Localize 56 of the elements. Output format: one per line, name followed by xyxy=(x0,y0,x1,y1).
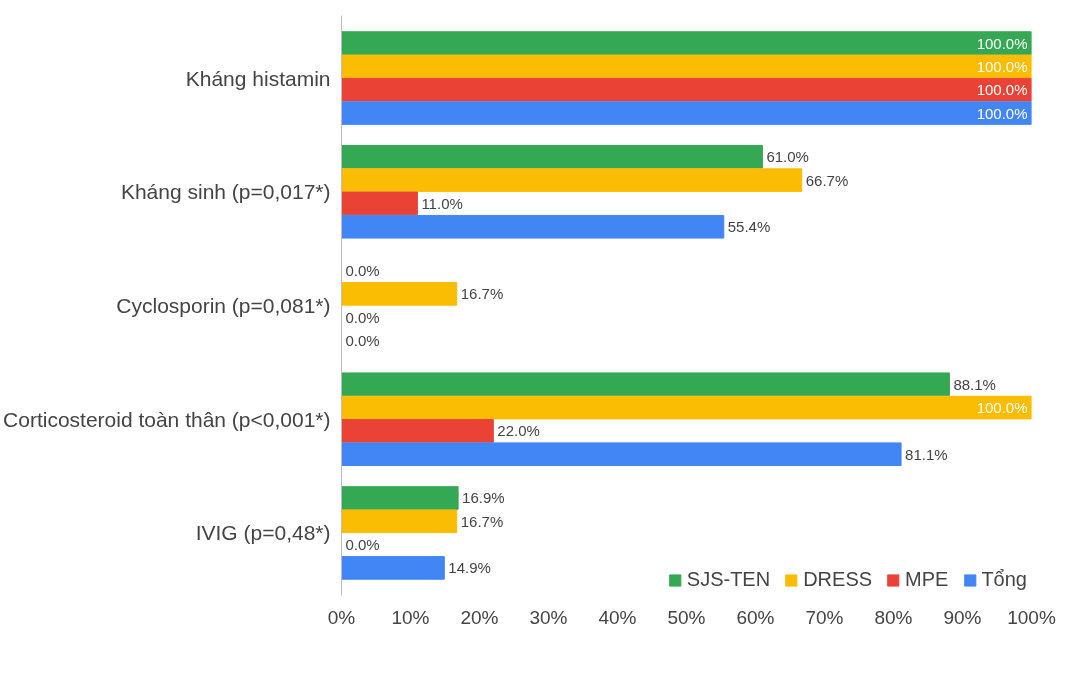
legend-label: Tổng xyxy=(981,568,1027,591)
data-label: 61.0% xyxy=(766,148,809,166)
y-tick-label: Kháng histamin xyxy=(185,66,331,90)
bar xyxy=(341,395,1032,420)
legend-label: MPE xyxy=(905,568,949,591)
bar xyxy=(341,31,1032,55)
data-label: 14.9% xyxy=(448,559,491,577)
x-tick-label: 40% xyxy=(598,606,637,628)
data-label: 0.0% xyxy=(345,262,380,280)
data-label: 100.0% xyxy=(976,34,1028,52)
legend-label: DRESS xyxy=(803,568,873,591)
bar xyxy=(341,214,725,239)
data-label: 81.1% xyxy=(905,445,948,463)
bar xyxy=(341,54,1032,79)
data-label: 0.0% xyxy=(345,331,380,349)
x-tick-label: 100% xyxy=(1007,606,1056,628)
bar xyxy=(341,442,902,466)
bar xyxy=(341,145,763,169)
data-label: 100.0% xyxy=(976,399,1028,417)
bar xyxy=(341,509,458,534)
bar xyxy=(341,486,459,510)
data-label: 66.7% xyxy=(805,171,849,189)
bar xyxy=(341,282,458,306)
data-label: 100.0% xyxy=(976,57,1028,75)
data-label: 16.7% xyxy=(460,285,504,303)
x-tick-label: 10% xyxy=(391,606,430,628)
data-label: 0.0% xyxy=(345,308,380,326)
bar xyxy=(341,168,803,192)
data-label: 22.0% xyxy=(497,422,540,440)
bar xyxy=(341,77,1032,102)
x-tick-label: 80% xyxy=(874,606,913,628)
bar xyxy=(341,556,445,580)
x-tick-label: 50% xyxy=(667,606,706,628)
x-tick-label: 90% xyxy=(943,606,982,628)
data-label: 16.9% xyxy=(462,489,505,507)
x-tick-label: 20% xyxy=(460,606,499,628)
bar xyxy=(341,419,494,443)
data-label: 11.0% xyxy=(421,194,463,212)
data-label: 0.0% xyxy=(345,536,380,554)
x-tick-label: 70% xyxy=(805,606,844,628)
bar xyxy=(341,191,418,216)
data-label: 100.0% xyxy=(976,81,1028,99)
y-tick-label: Kháng sinh (p=0,017*) xyxy=(120,180,331,204)
data-label: 88.1% xyxy=(953,375,996,393)
y-tick-label: IVIG (p=0,48*) xyxy=(195,521,331,545)
bar xyxy=(341,372,950,397)
x-tick-label: 60% xyxy=(736,606,775,628)
legend-label: SJS-TEN xyxy=(686,568,771,591)
y-tick-label: Corticosteroid toàn thân (p<0,001*) xyxy=(3,407,331,431)
x-tick-label: 30% xyxy=(529,606,568,628)
data-label: 55.4% xyxy=(727,218,771,236)
data-label: 100.0% xyxy=(976,104,1028,122)
bar xyxy=(341,101,1032,125)
y-tick-label: Cyclosporin (p=0,081*) xyxy=(116,294,331,317)
x-tick-label: 0% xyxy=(327,606,356,628)
data-label: 16.7% xyxy=(460,512,504,530)
